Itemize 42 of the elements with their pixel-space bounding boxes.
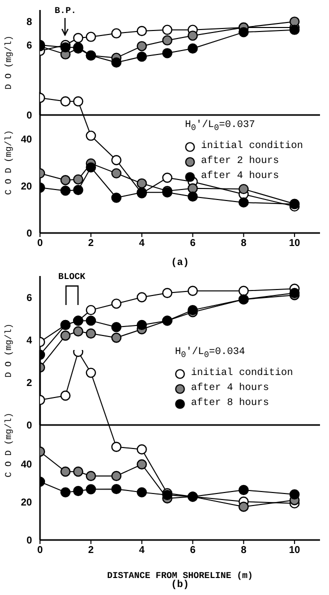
x-tick-label: 4: [139, 238, 146, 250]
x-tick-label: 6: [190, 545, 196, 556]
annotation: B.P.: [54, 6, 76, 16]
legend-label: initial condition: [201, 140, 304, 154]
y-tick-label: 0: [26, 228, 32, 240]
y-tick-label: 0: [26, 420, 32, 432]
x-tick-label: 10: [288, 238, 301, 250]
y-tick-label: 40: [20, 460, 32, 471]
y-tick-label: 6: [26, 292, 32, 304]
y-axis-title: C O D (mg/l): [4, 412, 14, 478]
x-tick-label: 0: [37, 545, 44, 556]
legend-label: after 2 hours: [201, 154, 280, 169]
x-tick-label: 8: [240, 238, 247, 250]
text: (a): [170, 258, 189, 269]
y-tick-label: 0: [26, 536, 32, 547]
annotation: BLOCK: [58, 272, 86, 282]
x-tick-label: 4: [139, 545, 146, 556]
legend-label: after 8 hours: [191, 396, 270, 411]
y-axis-title: D O (mg/l): [4, 35, 14, 90]
text: (b): [170, 580, 189, 591]
y-tick-label: 20: [20, 182, 32, 193]
legend-label: after 4 hours: [191, 382, 270, 396]
y-axis-title: D O (mg/l): [4, 323, 14, 378]
x-tick-label: 0: [37, 238, 44, 250]
x-axis-title: DISTANCE FROM SHORELINE (m): [107, 571, 253, 581]
legend-title: H$_{0}$′/L$_{0}$=0.034: [175, 347, 246, 360]
x-tick-label: 6: [190, 238, 196, 250]
y-tick-label: 6: [26, 40, 32, 52]
legend-label: after 4 hours: [201, 170, 280, 184]
x-tick-label: 2: [88, 238, 94, 250]
x-tick-label: 8: [240, 545, 247, 556]
legend-label: initial condition: [191, 366, 294, 381]
x-tick-label: 2: [88, 545, 94, 556]
y-tick-label: 2: [26, 378, 32, 389]
legend-title: H$_{0}$′/L$_{0}$=0.037: [185, 120, 256, 133]
y-tick-label: 0: [26, 110, 32, 122]
x-tick-label: 10: [288, 545, 301, 556]
y-tick-label: 40: [20, 134, 32, 146]
y-tick-label: 20: [20, 498, 32, 509]
y-tick-label: 8: [26, 17, 32, 28]
y-axis-title: C O D (mg/l): [4, 130, 14, 195]
y-tick-label: 4: [26, 335, 32, 346]
